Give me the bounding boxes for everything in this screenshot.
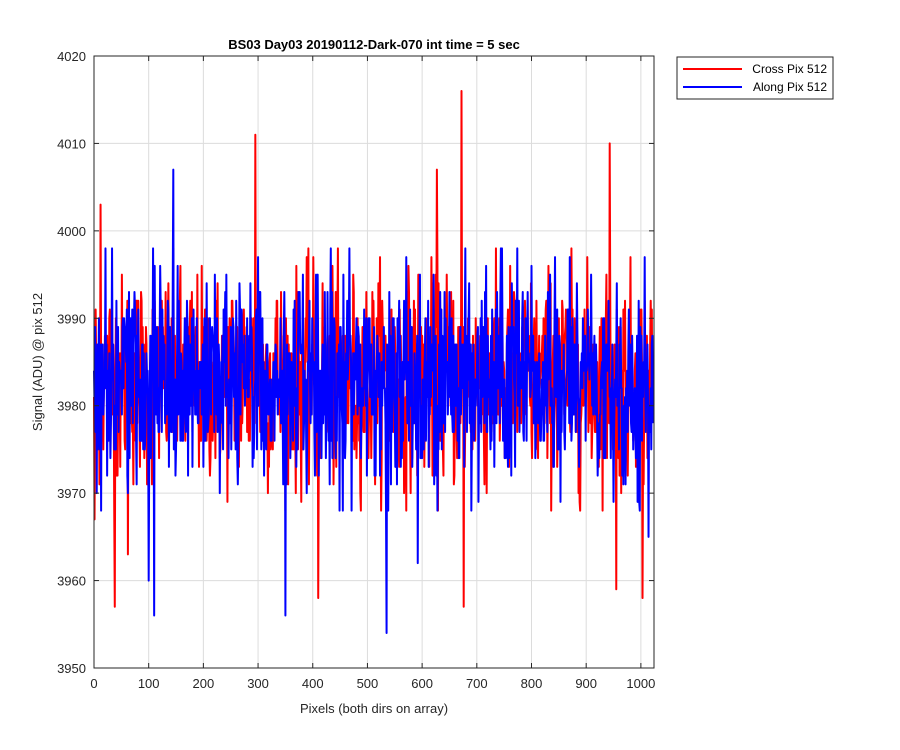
x-tick-label: 400: [302, 676, 324, 691]
x-tick-label: 800: [521, 676, 543, 691]
chart-title: BS03 Day03 20190112-Dark-070 int time = …: [228, 37, 520, 52]
y-axis-label: Signal (ADU) @ pix 512: [30, 293, 45, 431]
legend-box: [676, 56, 834, 100]
y-tick-label: 4020: [57, 49, 86, 64]
x-axis-label: Pixels (both dirs on array): [300, 701, 448, 716]
y-tick-label: 3950: [57, 661, 86, 676]
x-tick-label: 0: [90, 676, 97, 691]
x-tick-label: 900: [575, 676, 597, 691]
legend: Cross Pix 512 Along Pix 512: [676, 56, 834, 100]
x-tick-label: 600: [411, 676, 433, 691]
x-tick-label: 1000: [626, 676, 655, 691]
series-layer: [93, 89, 655, 635]
axis-ticks: 0 100 200 300 400 500 600 700 800 900 1000 3950 3960…: [57, 49, 655, 691]
y-tick-label: 4010: [57, 136, 86, 151]
legend-label-cross: Cross Pix 512: [752, 62, 827, 76]
series-line-along: [93, 168, 655, 635]
x-tick-label: 300: [247, 676, 269, 691]
y-tick-label: 3990: [57, 311, 86, 326]
y-tick-label: 3980: [57, 399, 86, 414]
plot-frame: [93, 55, 655, 669]
x-tick-label: 100: [138, 676, 160, 691]
y-tick-label: 4000: [57, 224, 86, 239]
x-tick-label: 500: [357, 676, 379, 691]
y-tick-label: 3960: [57, 574, 86, 589]
x-tick-label: 700: [466, 676, 488, 691]
legend-label-along: Along Pix 512: [753, 80, 827, 94]
x-tick-label: 200: [193, 676, 215, 691]
y-tick-label: 3970: [57, 486, 86, 501]
